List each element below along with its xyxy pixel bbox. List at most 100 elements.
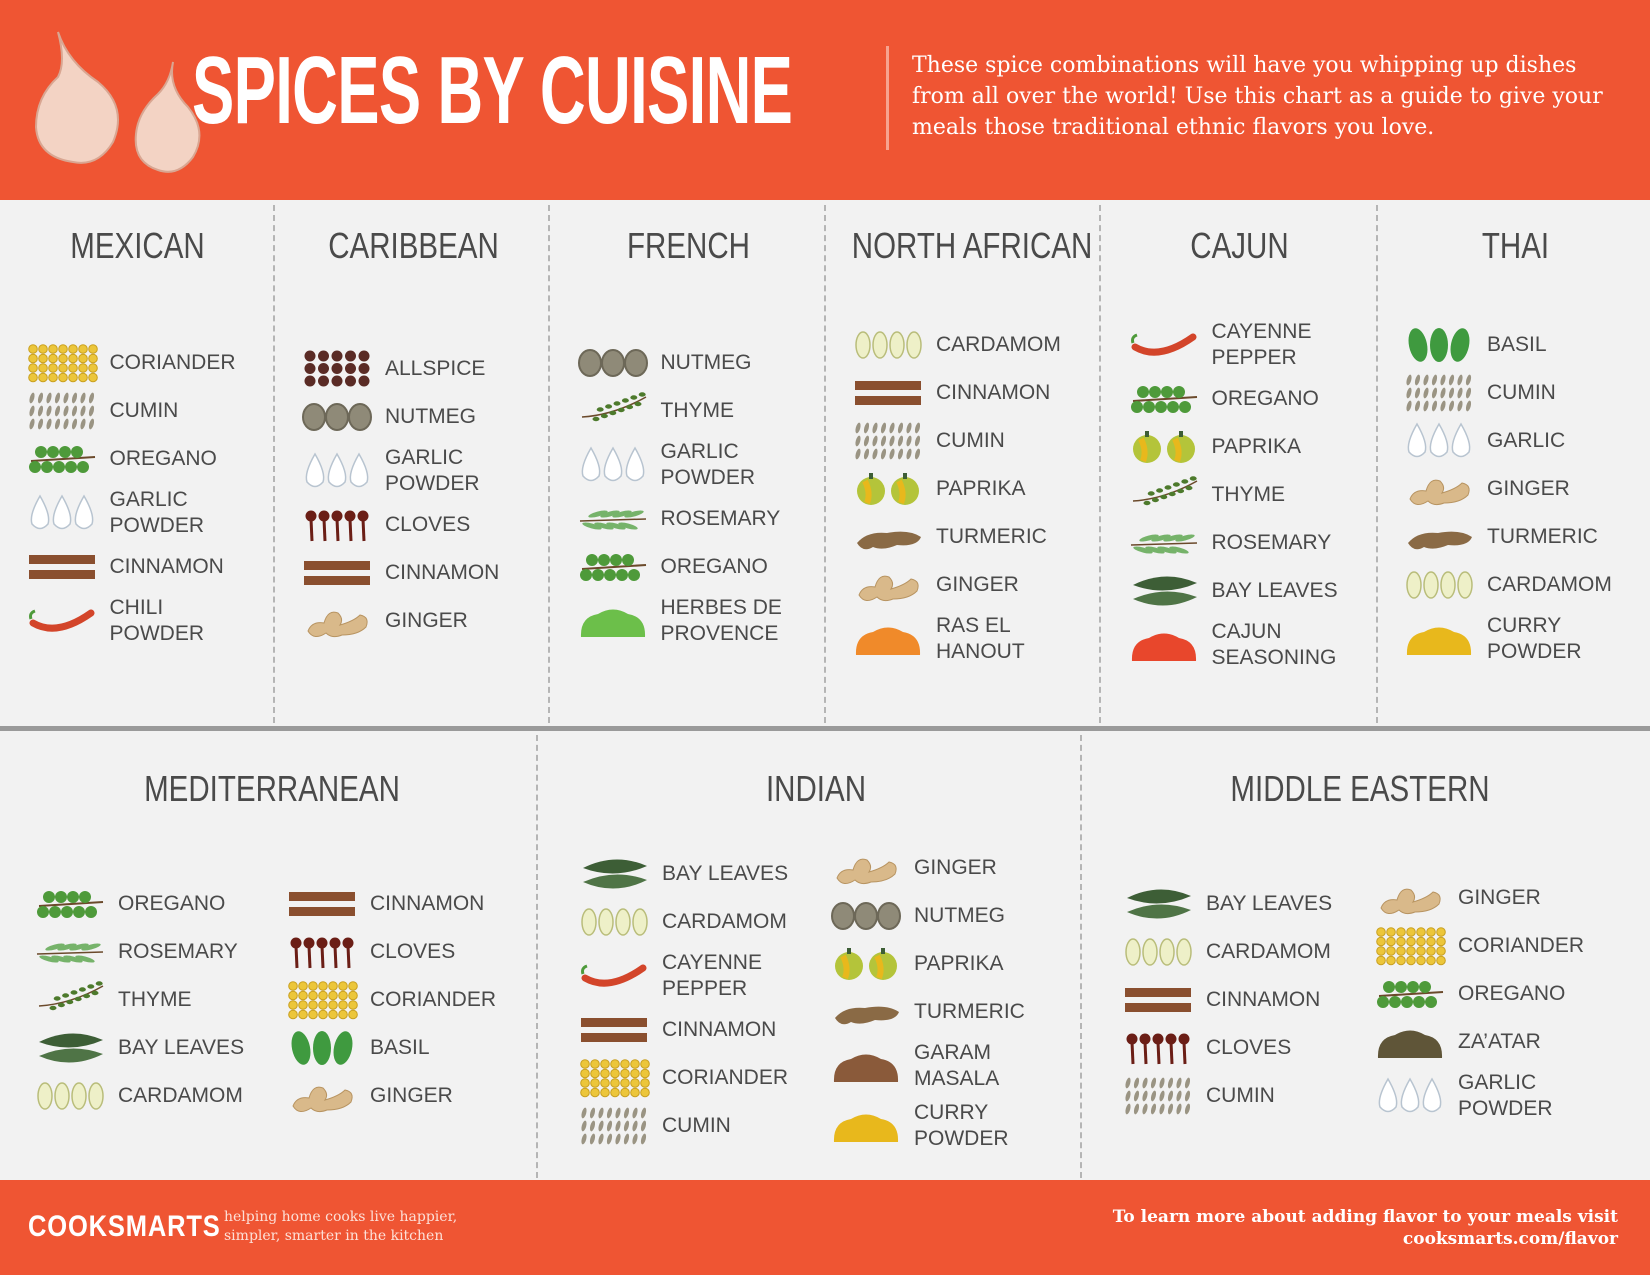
icon-shape	[897, 448, 904, 460]
spice-label: BAY LEAVES	[118, 1036, 245, 1059]
icon-shape	[338, 990, 348, 1001]
icon-shape	[313, 1031, 331, 1065]
icon-shape	[1125, 1003, 1191, 1012]
icon-shape	[290, 937, 302, 949]
icon-shape	[1143, 1041, 1148, 1065]
icon-shape	[591, 569, 604, 581]
spice-label: CURRY POWDER	[914, 1101, 1009, 1150]
icon-shape	[580, 1078, 590, 1088]
separator	[1099, 205, 1101, 723]
icon-shape	[57, 1002, 65, 1008]
spice-item: CARDAMOM	[578, 902, 802, 942]
icon-shape	[869, 473, 873, 479]
spice-item: BASIL	[286, 1028, 510, 1068]
spice-label: ROSEMARY	[1211, 531, 1332, 554]
cuisine: FRENCH NUTMEG THYME GARLIC POWDER ROSEMARY OR…	[551, 205, 826, 725]
icon-shape	[1167, 1077, 1174, 1089]
icon-shape	[349, 452, 369, 488]
spice-icon	[836, 858, 897, 885]
spice-column: BAY LEAVES CARDAMOM CAYENNE PEPPER CINNAMON…	[578, 854, 802, 1146]
icon-shape	[617, 407, 625, 413]
icon-shape	[46, 446, 59, 458]
spice-item: GINGER	[286, 1076, 510, 1116]
spice-icon	[583, 859, 647, 889]
icon-shape	[361, 518, 366, 542]
icon-shape	[598, 1120, 604, 1132]
icon-shape	[640, 1078, 650, 1088]
icon-shape	[597, 554, 610, 566]
icon-shape	[1425, 996, 1437, 1008]
icon-shape	[328, 1000, 338, 1010]
spice-label: RAS EL HANOUT	[936, 614, 1025, 663]
icon-shape	[1125, 988, 1191, 997]
spice-column: CINNAMON CLOVES CORIANDER BASIL GINGER	[286, 884, 510, 1116]
spice-label: BAY LEAVES	[1211, 579, 1338, 602]
icon-shape	[640, 1068, 650, 1079]
icon-shape	[1457, 571, 1473, 599]
spice-icon	[581, 1018, 647, 1042]
cuisine-name: NORTH AFRICAN	[851, 225, 1092, 266]
icon-shape	[325, 403, 349, 431]
icon-shape	[1169, 1041, 1174, 1065]
cta-url[interactable]: cooksmarts.com/flavor	[1402, 1229, 1618, 1249]
icon-shape	[1431, 374, 1438, 386]
spice-icon	[581, 1107, 647, 1145]
icon-shape	[1159, 938, 1175, 966]
icon-shape	[872, 422, 878, 434]
spice-icon	[27, 344, 98, 383]
spice-item: CINNAMON	[852, 373, 1076, 413]
icon-shape	[78, 987, 86, 992]
icon-shape	[836, 858, 897, 885]
icon-shape	[67, 353, 78, 364]
icon-shape	[54, 1082, 70, 1110]
icon-shape	[914, 435, 921, 447]
icon-shape	[1465, 374, 1472, 386]
garlic-logo	[34, 31, 201, 173]
spice-item: CORIANDER	[578, 1058, 802, 1098]
icon-shape	[62, 418, 69, 430]
spice-item: GARLIC POWDER	[26, 487, 250, 539]
spice-label: CORIANDER	[370, 988, 497, 1011]
icon-shape	[1396, 927, 1406, 937]
icon-shape	[331, 375, 343, 387]
icon-shape	[580, 1087, 590, 1098]
spice-icon	[581, 392, 646, 422]
spice-label: CARDAMOM	[936, 333, 1061, 356]
icon-shape	[1150, 1103, 1157, 1115]
icon-shape	[40, 461, 53, 473]
cuisine-name: THAI	[1481, 225, 1549, 266]
spice-label: ALLSPICE	[385, 357, 486, 380]
icon-shape	[305, 510, 317, 522]
icon-shape	[598, 1107, 604, 1119]
icon-shape	[621, 398, 629, 403]
icon-shape	[358, 350, 370, 362]
icon-shape	[583, 874, 647, 889]
icon-shape	[847, 948, 851, 954]
icon-shape	[87, 344, 98, 354]
icon-shape	[620, 1087, 630, 1098]
icon-shape	[71, 1082, 87, 1110]
icon-shape	[1426, 946, 1436, 956]
spice-item: PAPRIKA	[830, 944, 1054, 984]
icon-shape	[1436, 936, 1446, 947]
icon-shape	[1448, 374, 1455, 386]
icon-shape	[37, 372, 48, 383]
spice-item: HERBES DE PROVENCE	[577, 595, 801, 647]
icon-shape	[62, 405, 69, 417]
icon-shape	[338, 981, 348, 991]
icon-shape	[1178, 401, 1191, 413]
icon-shape	[47, 372, 58, 383]
icon-shape	[1130, 1041, 1135, 1065]
icon-shape	[889, 422, 895, 434]
icon-shape	[61, 906, 73, 918]
spice-list: CAYENNE PEPPER OREGANO PAPRIKA THYME ROSEMAR…	[1102, 295, 1377, 695]
spice-label: BASIL	[1487, 333, 1547, 356]
spice-item: THYME	[1128, 475, 1352, 515]
spice-item: GINGER	[1374, 878, 1598, 918]
icon-shape	[28, 570, 95, 579]
icon-shape	[581, 446, 600, 482]
icon-shape	[28, 609, 36, 620]
icon-shape	[307, 945, 312, 969]
spice-icon	[289, 892, 355, 916]
icon-shape	[906, 435, 912, 447]
